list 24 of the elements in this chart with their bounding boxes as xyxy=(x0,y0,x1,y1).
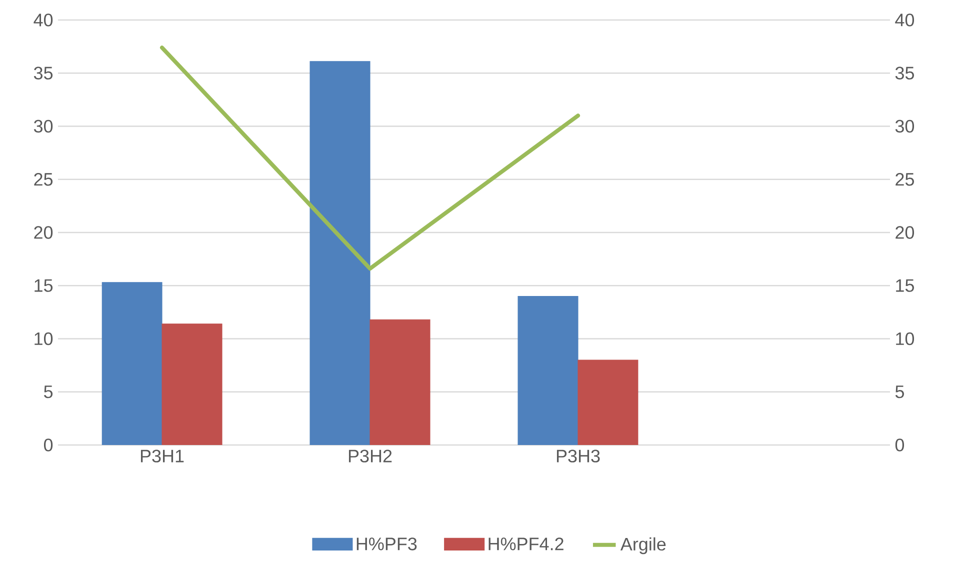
y-tick-label: 5 xyxy=(44,386,53,398)
y2-tick-label: 10 xyxy=(896,332,914,346)
y-tick-label: 40 xyxy=(34,14,53,26)
x-tick-label: P3H3 xyxy=(556,450,600,462)
y-tick-label: 10 xyxy=(34,332,53,346)
y2-tick-label: 20 xyxy=(896,226,914,239)
x-tick-label: P3H1 xyxy=(140,450,184,462)
y2-tick-label: 25 xyxy=(896,172,914,186)
legend-label: H%PF4.2 xyxy=(488,538,564,550)
y-tick-label: 30 xyxy=(34,120,53,133)
y2-tick-label: 30 xyxy=(895,120,914,133)
y-tick-label: 15 xyxy=(34,279,53,292)
y2-tick-label: 15 xyxy=(896,279,914,292)
legend-label: Argile xyxy=(620,537,666,554)
y2-tick-label: 35 xyxy=(895,66,914,80)
y-tick-label: 0 xyxy=(44,438,53,452)
y-tick-label: 20 xyxy=(34,226,53,239)
y2-tick-label: 5 xyxy=(895,386,904,398)
y2-tick-label: 40 xyxy=(895,14,914,26)
y-tick-label: 25 xyxy=(34,172,53,186)
y-tick-label: 35 xyxy=(34,66,53,80)
y2-tick-label: 0 xyxy=(895,438,904,452)
x-tick-label: P3H2 xyxy=(348,450,392,462)
legend-label: H%PF3 xyxy=(356,538,417,550)
